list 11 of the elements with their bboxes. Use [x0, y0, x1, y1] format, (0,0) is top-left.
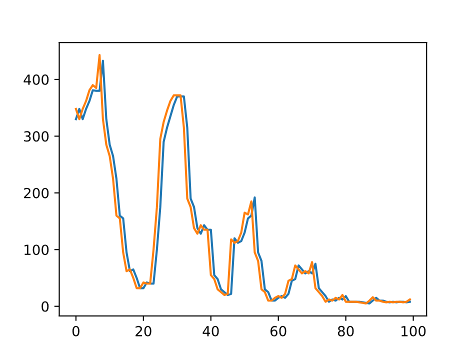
x-tick-label: 20: [136, 326, 152, 336]
y-tick-label: 300: [24, 131, 49, 142]
x-tick-label: 80: [338, 326, 354, 336]
x-tick-label: 40: [202, 326, 219, 336]
y-tick-label: 400: [24, 74, 49, 85]
y-tick-label: 200: [24, 188, 49, 198]
y-tick-label: 100: [24, 244, 49, 256]
x-tick-label: 100: [402, 326, 426, 336]
x-tick-label: 0: [72, 326, 80, 336]
y-tick-label: 0: [42, 301, 49, 312]
x-tick-label: 60: [270, 326, 286, 336]
